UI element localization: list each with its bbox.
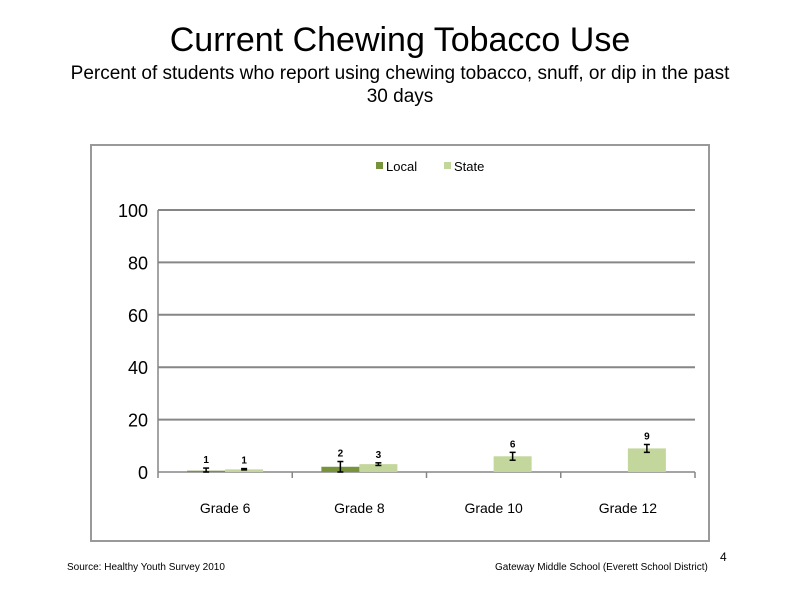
x-tick-label: Grade 10 bbox=[464, 500, 523, 516]
data-label: 1 bbox=[241, 456, 247, 467]
slide-subtitle: Percent of students who report using che… bbox=[70, 63, 730, 107]
y-tick-label: 0 bbox=[138, 463, 148, 483]
y-tick-label: 40 bbox=[128, 358, 148, 378]
bar-state bbox=[225, 469, 264, 472]
legend-swatch-state bbox=[444, 162, 451, 169]
page-number: 4 bbox=[720, 550, 727, 564]
data-label: 6 bbox=[510, 439, 516, 450]
y-tick-label: 80 bbox=[128, 253, 148, 273]
chart-frame bbox=[90, 144, 710, 542]
data-label: 3 bbox=[376, 450, 382, 461]
slide-title: Current Chewing Tobacco Use bbox=[169, 21, 631, 59]
x-tick-label: Grade 6 bbox=[200, 500, 251, 516]
data-label: 1 bbox=[203, 455, 209, 466]
legend-label-state: State bbox=[454, 159, 484, 174]
x-tick-label: Grade 8 bbox=[334, 500, 385, 516]
school-name: Gateway Middle School (Everett School Di… bbox=[495, 562, 708, 573]
legend-label-local: Local bbox=[386, 159, 417, 174]
legend-swatch-local bbox=[376, 162, 383, 169]
y-tick-label: 60 bbox=[128, 306, 148, 326]
bar-state bbox=[627, 448, 666, 472]
data-label: 2 bbox=[338, 449, 344, 460]
y-tick-label: 20 bbox=[128, 411, 148, 431]
y-tick-label: 100 bbox=[118, 201, 148, 221]
bar-state bbox=[493, 456, 532, 472]
x-tick-label: Grade 12 bbox=[599, 500, 658, 516]
bar-state bbox=[359, 464, 398, 472]
data-label: 9 bbox=[644, 431, 650, 442]
source-note: Source: Healthy Youth Survey 2010 bbox=[67, 562, 225, 573]
